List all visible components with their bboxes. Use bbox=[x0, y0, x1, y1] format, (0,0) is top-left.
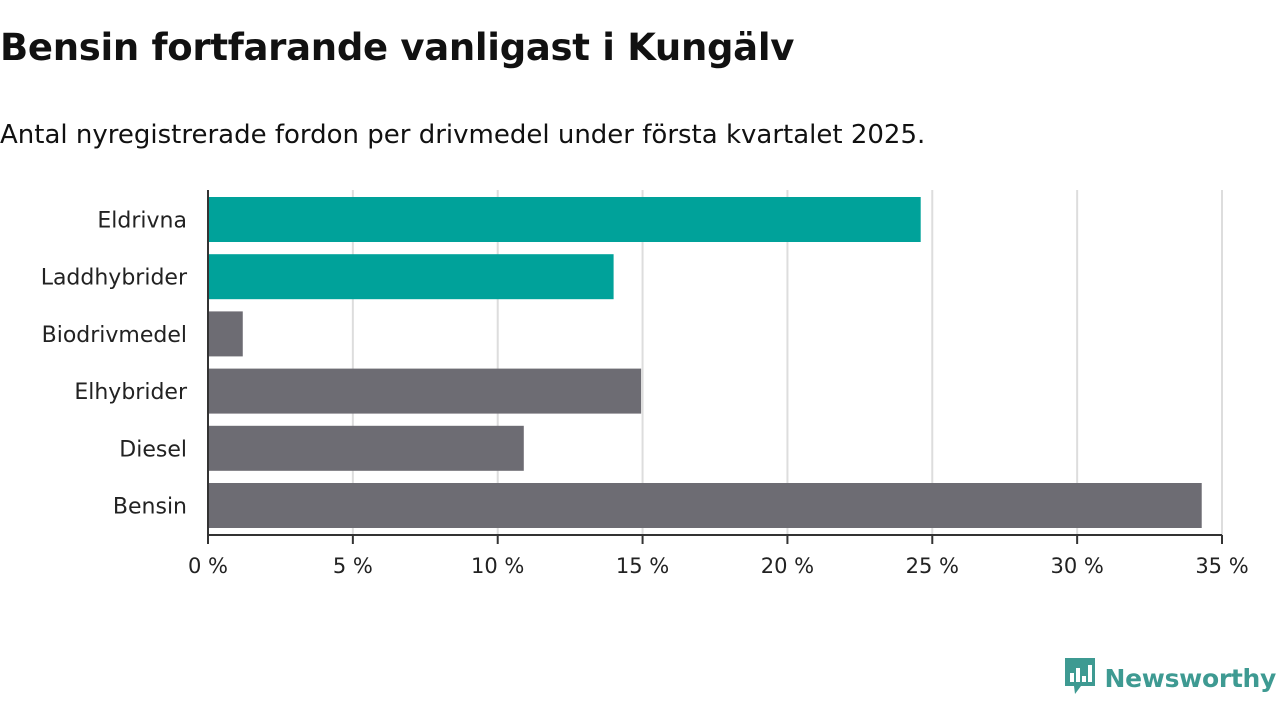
category-label: Laddhybrider bbox=[41, 266, 188, 291]
bar-diesel bbox=[208, 425, 524, 471]
x-tick-label: 20 % bbox=[761, 554, 814, 578]
bar-elhybrider bbox=[208, 368, 642, 414]
x-tick-label: 30 % bbox=[1050, 554, 1103, 578]
brand-logo: Newsworthy bbox=[1063, 656, 1277, 700]
x-tick-label: 0 % bbox=[188, 554, 228, 578]
bar-laddhybrider bbox=[208, 254, 614, 300]
x-axis: 0 % 5 % 10 % 15 % 20 % 25 % 30 % 35 % bbox=[188, 190, 1249, 578]
x-tick-label: 15 % bbox=[616, 554, 669, 578]
category-label: Biodrivmedel bbox=[42, 323, 187, 348]
category-label: Bensin bbox=[113, 495, 187, 520]
x-tick-label: 5 % bbox=[333, 554, 373, 578]
bar-eldrivna bbox=[208, 197, 921, 242]
newsworthy-logo-icon bbox=[1063, 656, 1097, 700]
chart-title: Bensin fortfarande vanligast i Kungälv bbox=[0, 26, 795, 69]
x-tick-label: 25 % bbox=[906, 554, 959, 578]
category-labels: Eldrivna Laddhybrider Biodrivmedel Elhybrid… bbox=[41, 209, 188, 520]
category-label: Diesel bbox=[119, 437, 187, 462]
x-tick-label: 35 % bbox=[1195, 554, 1248, 578]
bar-biodrivmedel bbox=[208, 311, 243, 357]
category-label: Eldrivna bbox=[97, 209, 187, 234]
bars bbox=[208, 197, 1202, 528]
brand-name: Newsworthy bbox=[1104, 663, 1277, 693]
bar-bensin bbox=[208, 483, 1202, 528]
category-label: Elhybrider bbox=[74, 380, 188, 405]
chart-subtitle: Antal nyregistrerade fordon per drivmede… bbox=[0, 120, 926, 150]
grid-lines bbox=[351, 190, 1223, 535]
x-tick-label: 10 % bbox=[471, 554, 524, 578]
